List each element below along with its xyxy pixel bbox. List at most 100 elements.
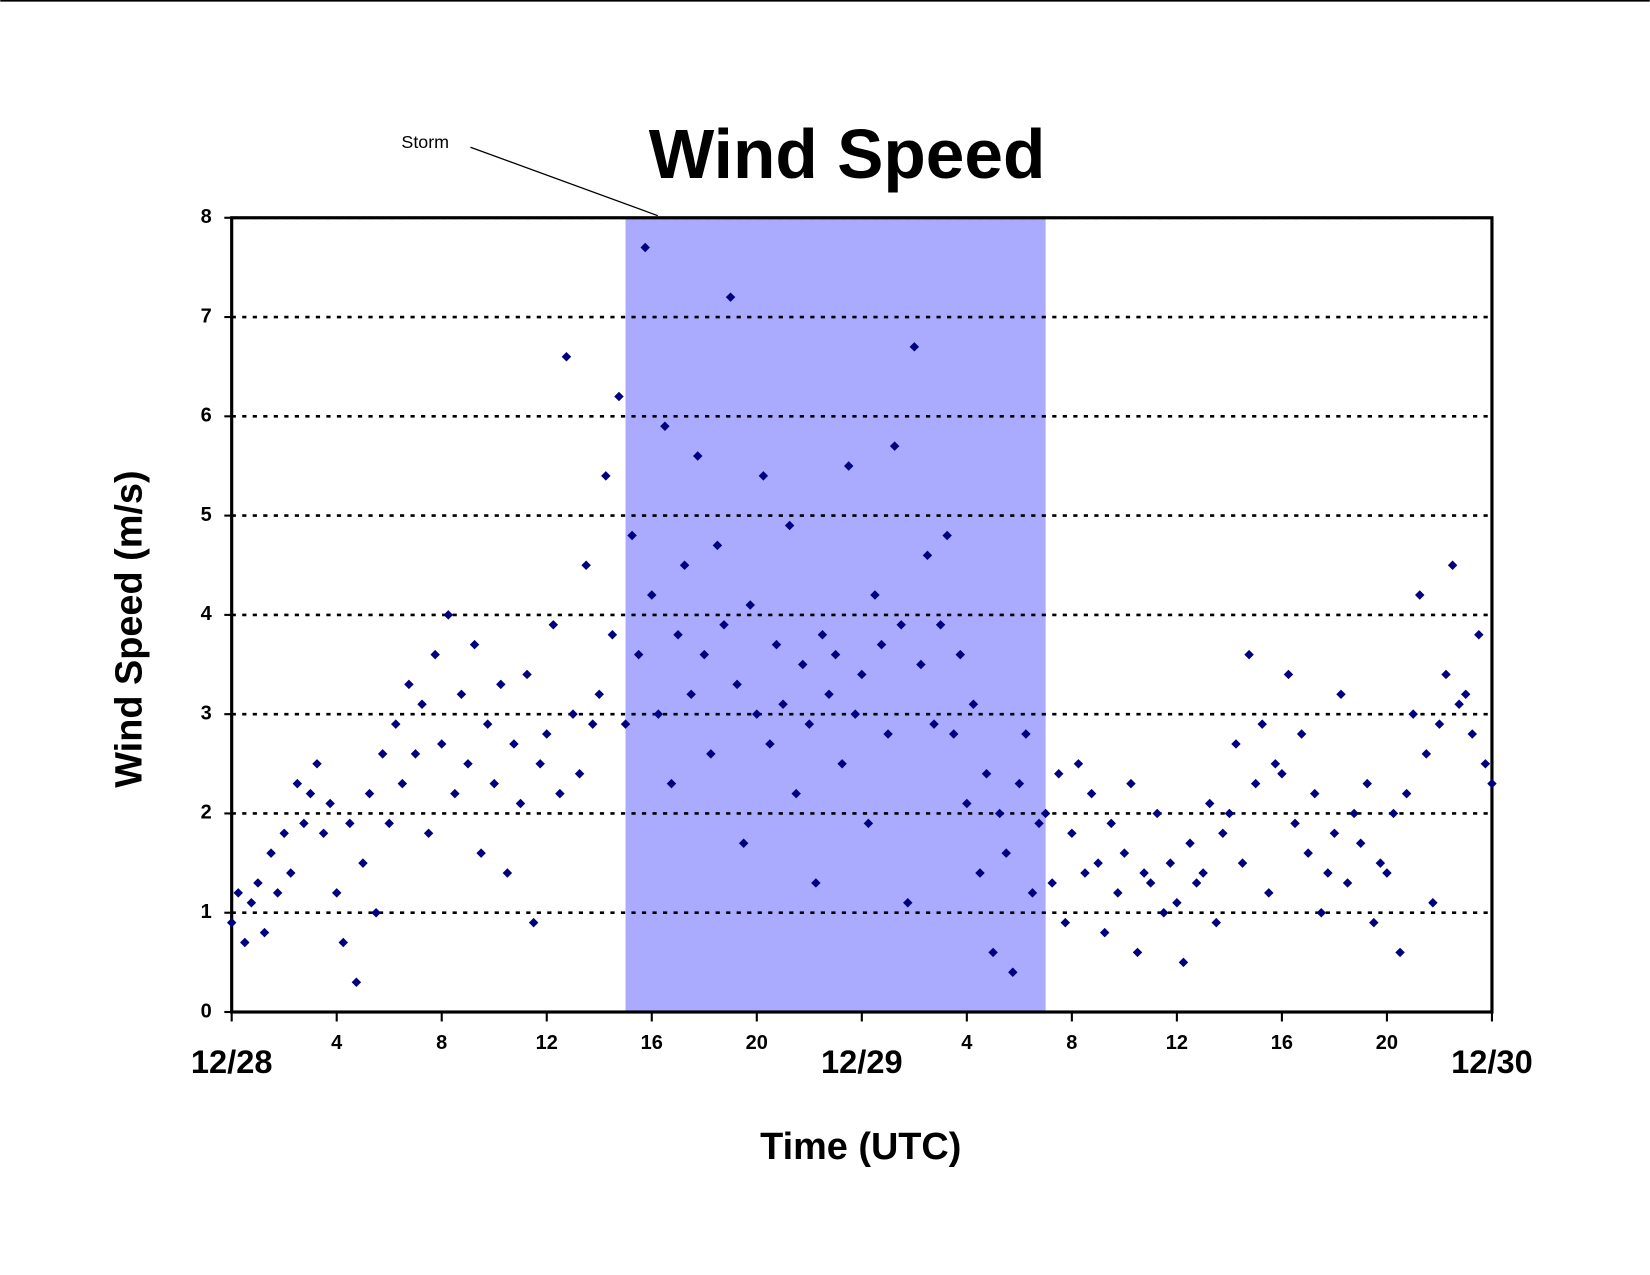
- data-point: [548, 620, 559, 630]
- data-point: [1303, 848, 1313, 858]
- y-tick-label: 1: [201, 901, 212, 923]
- chart-title: Wind Speed: [649, 115, 1046, 193]
- x-date-label: 12/29: [821, 1043, 903, 1080]
- x-tick-label: 12: [536, 1032, 558, 1054]
- data-point: [1159, 907, 1169, 918]
- data-point: [1119, 848, 1130, 858]
- data-point: [1454, 699, 1464, 709]
- y-tick-label: 5: [201, 504, 212, 526]
- data-point: [1139, 868, 1149, 878]
- data-point: [1040, 808, 1051, 819]
- data-point: [732, 679, 742, 690]
- data-point: [1126, 778, 1136, 789]
- data-point: [1073, 759, 1084, 769]
- data-point: [305, 788, 316, 799]
- x-tick-label: 4: [961, 1032, 972, 1054]
- data-point: [430, 649, 440, 660]
- data-point: [1460, 689, 1471, 700]
- data-point: [568, 709, 578, 719]
- data-point: [384, 818, 394, 829]
- data-point: [1250, 778, 1261, 789]
- data-point: [1191, 878, 1202, 888]
- x-tick-label: 8: [1066, 1032, 1077, 1054]
- data-point: [246, 898, 257, 908]
- data-point: [1434, 719, 1445, 729]
- data-point: [660, 421, 670, 431]
- data-point: [1296, 729, 1307, 739]
- y-axis-label: Wind Speed (m/s): [109, 470, 151, 787]
- data-point: [542, 729, 552, 739]
- data-point: [436, 739, 447, 749]
- data-point: [1001, 848, 1011, 858]
- y-tick-label: 8: [201, 206, 212, 228]
- data-point: [1027, 888, 1038, 898]
- data-point: [404, 679, 414, 690]
- y-tick-label: 0: [201, 1000, 212, 1022]
- data-point: [719, 620, 729, 630]
- data-point: [1067, 828, 1077, 839]
- data-point: [1047, 878, 1057, 888]
- data-point: [318, 828, 329, 839]
- data-point: [798, 659, 808, 670]
- data-point: [240, 937, 250, 948]
- data-point: [1428, 898, 1438, 908]
- data-point: [1309, 788, 1320, 799]
- data-point: [286, 868, 296, 878]
- data-point: [1480, 759, 1491, 769]
- data-point: [358, 858, 368, 868]
- data-point: [1054, 768, 1064, 779]
- data-point: [1441, 669, 1451, 680]
- data-point: [1487, 778, 1497, 789]
- data-point: [1323, 868, 1333, 878]
- data-point: [1369, 917, 1379, 928]
- data-point: [1375, 858, 1386, 868]
- data-point: [587, 719, 598, 729]
- y-tick-label: 4: [201, 603, 212, 625]
- data-point: [515, 798, 526, 809]
- data-point: [253, 878, 263, 888]
- data-point: [857, 669, 867, 680]
- data-point: [325, 798, 335, 809]
- data-point: [804, 719, 815, 729]
- data-point: [331, 888, 342, 898]
- data-point: [561, 352, 572, 362]
- x-axis-label: Time (UTC): [760, 1126, 961, 1168]
- data-point: [279, 828, 289, 839]
- plot-frame: [230, 216, 1494, 1014]
- data-point: [496, 679, 506, 690]
- data-point: [1349, 808, 1359, 819]
- data-point: [450, 788, 460, 799]
- data-point: [417, 699, 427, 709]
- data-point: [896, 620, 906, 630]
- data-point: [784, 520, 795, 531]
- x-tick-label: 20: [746, 1032, 768, 1054]
- data-point: [594, 689, 604, 700]
- x-tick-label: 16: [1271, 1032, 1293, 1054]
- data-point: [397, 778, 408, 789]
- data-point: [1264, 888, 1274, 898]
- data-point: [614, 391, 624, 402]
- data-point: [1021, 729, 1031, 739]
- data-point: [574, 768, 585, 779]
- data-point: [1336, 689, 1346, 700]
- data-point: [502, 868, 513, 878]
- data-point: [725, 292, 736, 302]
- data-point: [364, 788, 375, 799]
- y-tick-label: 6: [201, 405, 212, 427]
- data-point: [1198, 868, 1208, 878]
- x-date-label: 12/28: [191, 1043, 273, 1080]
- data-point: [469, 639, 480, 650]
- data-point: [1178, 957, 1189, 968]
- data-point: [233, 888, 243, 898]
- data-point: [889, 441, 900, 451]
- data-point: [922, 550, 933, 561]
- data-point: [738, 838, 749, 848]
- data-point: [1086, 788, 1097, 799]
- data-point: [1329, 828, 1340, 839]
- data-point: [1224, 808, 1235, 819]
- x-tick-label: 16: [641, 1032, 663, 1054]
- data-point: [1401, 788, 1412, 799]
- data-point: [1185, 838, 1195, 848]
